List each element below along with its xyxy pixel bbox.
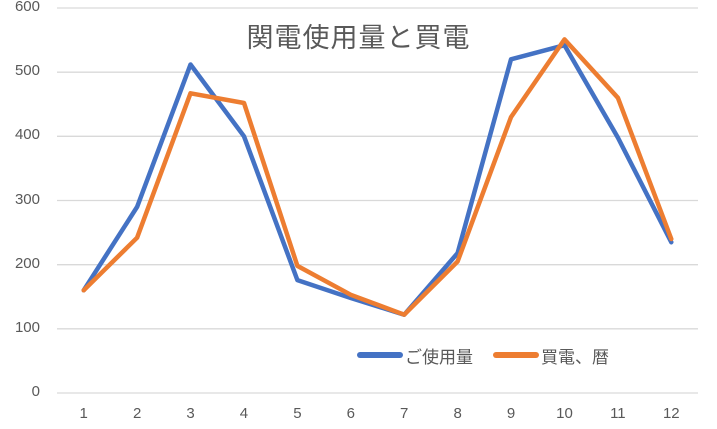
legend-item-purchase: 買電、暦 (493, 343, 609, 368)
series-line-purchase (81, 37, 674, 317)
x-tick-label: 5 (293, 405, 302, 422)
x-tick-label: 12 (662, 405, 680, 422)
legend-item-usage: ご使用量 (357, 343, 473, 368)
x-tick-label: 6 (346, 405, 355, 422)
x-tick-label: 10 (556, 405, 573, 422)
legend: ご使用量 買電、暦 (357, 343, 629, 368)
x-tick-label: 9 (506, 405, 516, 422)
legend-swatch-usage (357, 352, 403, 358)
y-tick-label: 600 (14, 0, 40, 15)
legend-swatch-purchase (493, 352, 539, 358)
x-tick-label: 2 (132, 405, 142, 422)
legend-label-usage: ご使用量 (405, 347, 473, 368)
x-tick-label: 3 (186, 405, 195, 422)
series-line-usage (81, 42, 674, 317)
x-tick-label: 4 (239, 405, 249, 422)
y-tick-label: 0 (31, 383, 40, 400)
legend-label-purchase: 買電、暦 (541, 347, 609, 368)
y-tick-label: 300 (14, 190, 40, 208)
x-tick-label: 7 (400, 405, 409, 422)
x-tick-label: 8 (453, 405, 462, 422)
chart-title: 関電使用量と買電 (246, 23, 471, 54)
y-tick-label: 200 (14, 254, 40, 272)
y-tick-label: 100 (14, 318, 40, 336)
x-tick-label: 11 (610, 405, 626, 422)
y-tick-label: 500 (14, 62, 40, 80)
x-tick-label: 1 (79, 405, 88, 422)
y-tick-label: 400 (14, 126, 40, 144)
